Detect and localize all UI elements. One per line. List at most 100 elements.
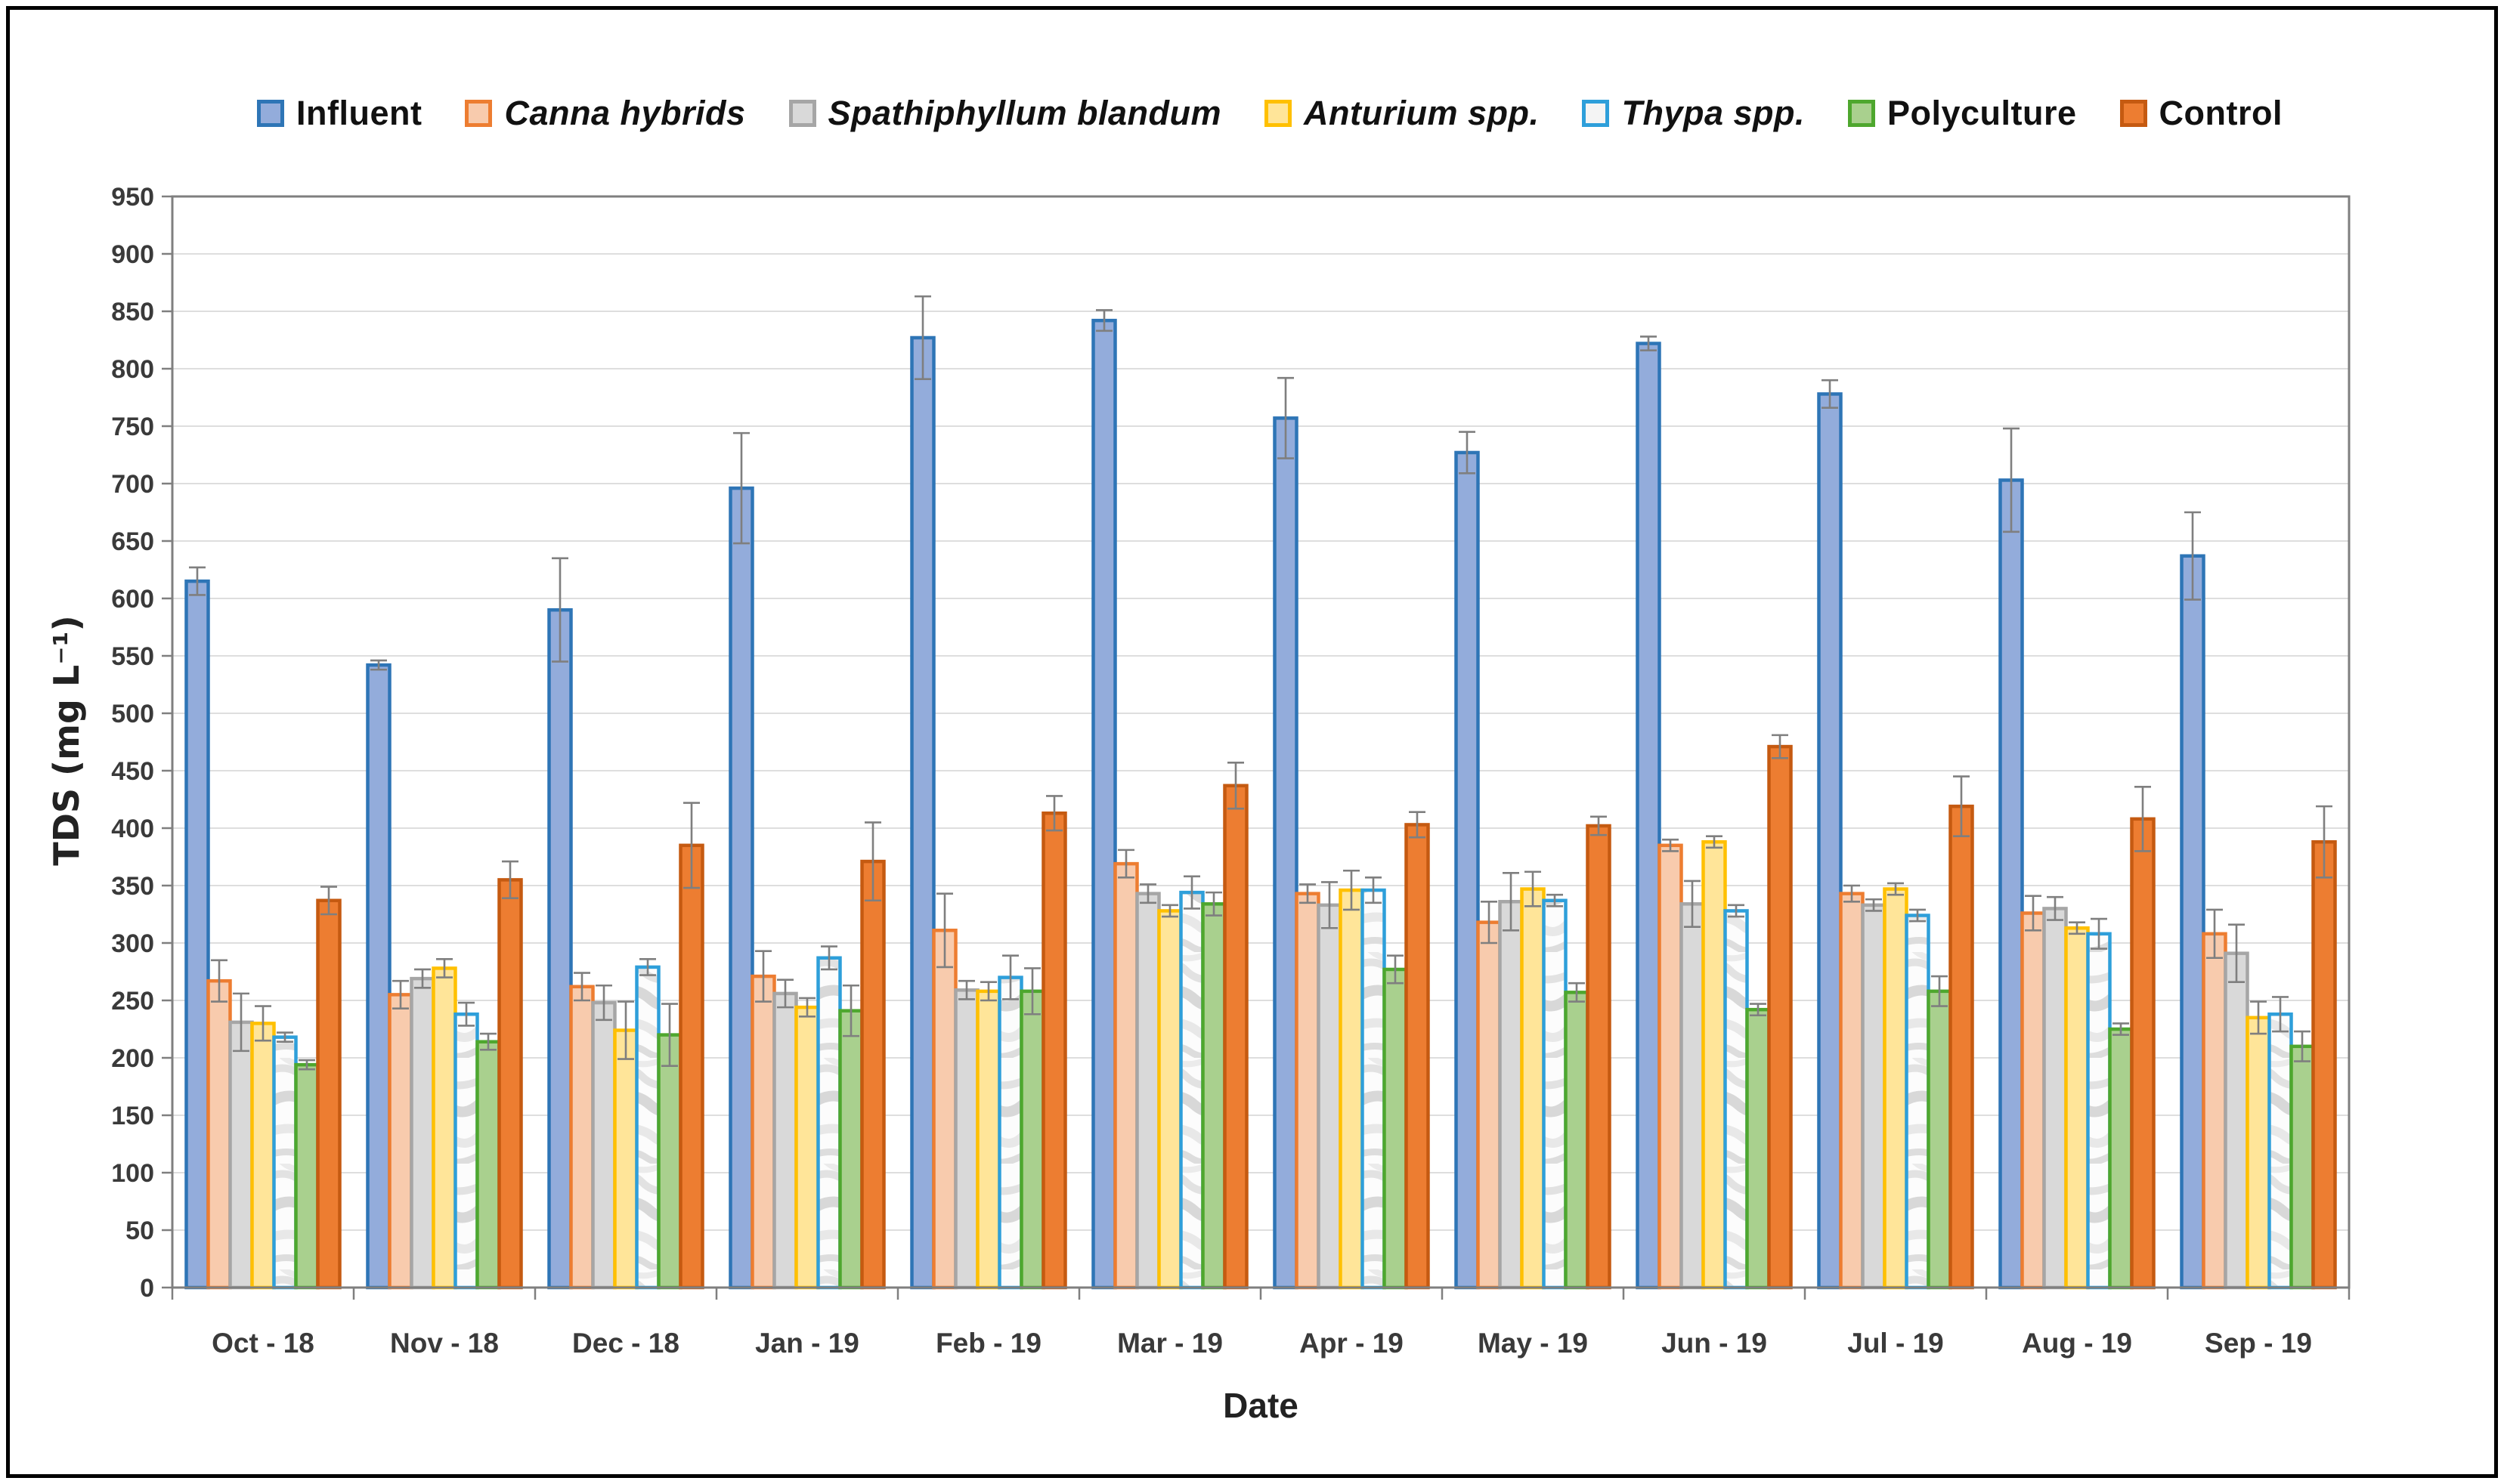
error-bar xyxy=(392,979,409,1009)
y-tick-label: 150 xyxy=(111,1102,154,1130)
error-bar xyxy=(502,860,518,900)
bar-canna-hybrids xyxy=(1657,843,1683,1290)
error-bar xyxy=(683,802,700,889)
error-bar xyxy=(1546,893,1563,907)
bar-thypa-spp xyxy=(2267,1012,2293,1290)
error-bar xyxy=(1046,795,1063,832)
bar-polyculture xyxy=(1927,989,1952,1290)
error-bar xyxy=(958,979,975,1000)
bar-anturium-spp xyxy=(2064,926,2090,1290)
y-tick-label: 750 xyxy=(111,413,154,441)
bar-control xyxy=(1404,823,1430,1290)
error-bar xyxy=(1909,908,1926,923)
legend-item-spathiphyllum-blandum: Spathiphyllum blandum xyxy=(788,94,1222,133)
error-bar xyxy=(1728,904,1744,918)
error-bar xyxy=(1277,376,1294,459)
bar-thypa-spp xyxy=(272,1035,298,1290)
bar-thypa-spp xyxy=(1905,914,1930,1290)
bar-anturium-spp xyxy=(1701,839,1727,1290)
error-bar xyxy=(2272,996,2289,1033)
error-bar xyxy=(1140,883,1156,904)
bar-control xyxy=(1767,744,1793,1290)
x-tick-label: Oct - 18 xyxy=(212,1328,314,1359)
error-bar xyxy=(1459,431,1475,475)
legend-label-thypa-spp: Thypa spp. xyxy=(1621,94,1805,132)
error-bar xyxy=(936,892,953,969)
error-bar xyxy=(843,984,859,1037)
y-tick-label: 300 xyxy=(111,929,154,958)
y-tick-label: 200 xyxy=(111,1044,154,1073)
bar-control xyxy=(497,878,523,1290)
error-bar xyxy=(1299,883,1316,904)
legend-swatch-influent xyxy=(257,100,284,127)
bar-thypa-spp xyxy=(2086,932,2112,1290)
legend-swatch-control xyxy=(2119,100,2147,127)
bar-anturium-spp xyxy=(432,966,457,1290)
bar-anturium-spp xyxy=(1157,909,1183,1290)
bar-anturium-spp xyxy=(976,989,1001,1290)
bar-spathiphyllum-blandum xyxy=(772,991,798,1290)
error-bar xyxy=(1118,849,1134,879)
legend-item-anturium-spp: Anturium spp. xyxy=(1264,94,1539,133)
bar-polyculture xyxy=(2108,1027,2134,1290)
bar-canna-hybrids xyxy=(1476,920,1502,1290)
bar-canna-hybrids xyxy=(206,979,232,1290)
bar-thypa-spp xyxy=(998,975,1023,1290)
bar-anturium-spp xyxy=(2246,1016,2271,1290)
error-bar xyxy=(2206,908,2223,960)
error-bar xyxy=(1024,967,1041,1016)
error-bar xyxy=(1162,904,1178,918)
error-bar xyxy=(2316,805,2332,879)
y-tick-label: 0 xyxy=(140,1274,154,1303)
bar-spathiphyllum-blandum xyxy=(1317,903,1342,1290)
x-tick-label: Dec - 18 xyxy=(572,1328,679,1359)
legend-item-thypa-spp: Thypa spp. xyxy=(1582,94,1805,133)
legend-swatch-canna-hybrids xyxy=(465,100,493,127)
error-bar xyxy=(1822,379,1838,409)
bar-canna-hybrids xyxy=(1113,861,1139,1290)
bar-polyculture xyxy=(1382,967,1408,1290)
legend-swatch-polyculture xyxy=(1847,100,1875,127)
legend-label-control: Control xyxy=(2159,94,2283,132)
error-bar xyxy=(320,886,337,916)
bar-control xyxy=(1586,824,1611,1290)
legend-label-anturium-spp: Anturium spp. xyxy=(1304,94,1540,132)
bar-spathiphyllum-blandum xyxy=(591,1000,617,1290)
bar-influent xyxy=(910,335,936,1290)
y-tick-label: 250 xyxy=(111,987,154,1016)
legend-label-influent: Influent xyxy=(296,94,422,132)
bar-canna-hybrids xyxy=(569,985,595,1290)
bar-polyculture xyxy=(1020,989,1045,1290)
error-bar xyxy=(1409,811,1425,839)
chart-legend: Influent Canna hybrids Spathiphyllum bland… xyxy=(257,89,2283,138)
error-bar xyxy=(1206,891,1222,917)
x-axis-title: Date xyxy=(1223,1386,1298,1425)
bar-control xyxy=(2311,839,2337,1290)
y-tick-label: 400 xyxy=(111,815,154,843)
bar-thypa-spp xyxy=(635,965,661,1290)
legend-label-spathiphyllum-blandum: Spathiphyllum blandum xyxy=(828,94,1222,132)
error-bar xyxy=(1684,880,1701,929)
y-tick-label: 800 xyxy=(111,355,154,384)
x-tick-label: May - 19 xyxy=(1478,1328,1588,1359)
error-bar xyxy=(639,957,656,976)
error-bar xyxy=(865,821,881,902)
bar-spathiphyllum-blandum xyxy=(410,976,435,1290)
y-tick-label: 600 xyxy=(111,585,154,614)
error-bar xyxy=(777,979,794,1009)
error-bar xyxy=(436,957,453,979)
error-bar xyxy=(2112,1022,2129,1036)
bar-control xyxy=(679,843,704,1290)
legend-label-polyculture: Polyculture xyxy=(1887,94,2077,132)
error-bar xyxy=(1590,815,1607,836)
y-axis-title: TDS (mg L⁻¹) xyxy=(46,615,87,866)
error-bar xyxy=(2069,921,2085,935)
error-bar xyxy=(1706,835,1722,849)
bar-spathiphyllum-blandum xyxy=(1498,900,1524,1290)
bar-influent xyxy=(1091,318,1117,1290)
error-bar xyxy=(1321,881,1338,929)
bar-polyculture xyxy=(1201,902,1227,1290)
error-bar xyxy=(1184,875,1200,910)
error-bar xyxy=(1343,869,1360,911)
